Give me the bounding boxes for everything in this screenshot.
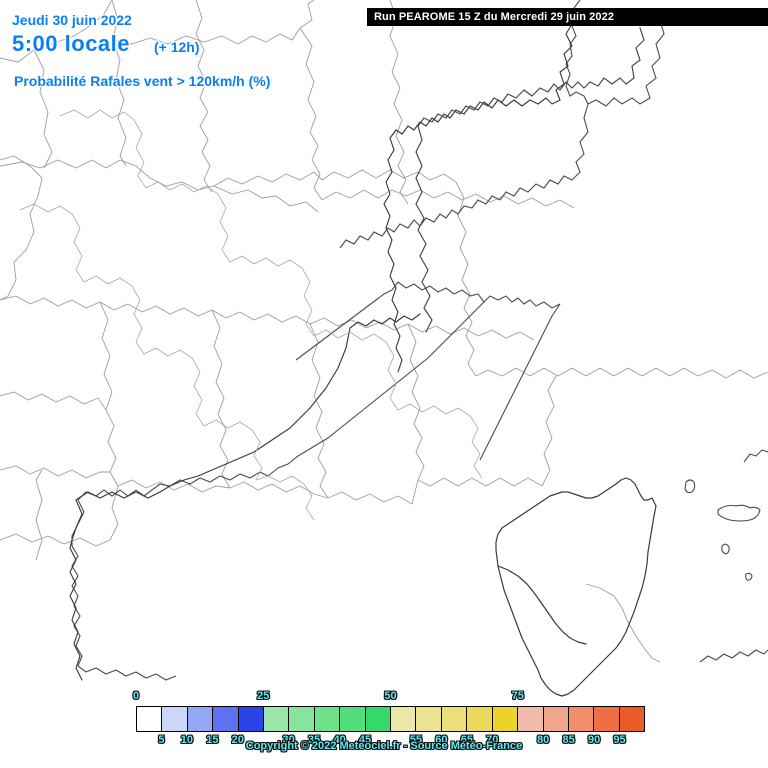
legend-swatch-40-45 <box>340 707 366 731</box>
legend-swatch-35-40 <box>314 707 341 731</box>
legend-swatch-75-80 <box>518 707 544 731</box>
forecast-date-label: Jeudi 30 juin 2022 <box>12 12 132 29</box>
legend-tick-10: 10 <box>180 734 194 746</box>
legend-minor-ticks: 5 10 15 20 30 35 40 45 55 60 65 70 80 85 90 95 <box>136 734 645 748</box>
legend-tick-85: 85 <box>562 734 575 746</box>
legend-swatch-90-95 <box>594 707 620 731</box>
corsica-outline <box>495 477 657 697</box>
legend-tick-20: 20 <box>231 734 244 746</box>
legend-tick-50: 50 <box>384 690 397 702</box>
legend-tick-15: 15 <box>206 734 219 746</box>
legend-tick-40: 40 <box>333 734 346 746</box>
legend-swatch-15-20 <box>213 707 239 731</box>
islands-and-italian-coast <box>684 449 768 663</box>
legend-swatch-45-50 <box>365 707 392 731</box>
legend-tick-90: 90 <box>587 734 601 746</box>
coastline-and-borders <box>69 9 573 681</box>
country-borders <box>71 0 665 681</box>
legend-swatch-65-70 <box>467 707 493 731</box>
legend-swatch-30-35 <box>289 707 315 731</box>
parameter-title: Probabilité Rafales vent > 120km/h (%) <box>14 73 271 90</box>
legend-tick-0: 0 <box>132 690 140 702</box>
legend-tick-55: 55 <box>409 734 423 746</box>
legend-tick-5: 5 <box>158 734 165 746</box>
legend-swatch-80-85 <box>543 707 569 731</box>
legend-swatch-95-100 <box>619 707 645 731</box>
legend-swatch-20-25 <box>238 707 265 731</box>
legend-tick-80: 80 <box>537 734 550 746</box>
run-info-banner: Run PEAROME 15 Z du Mercredi 29 juin 202… <box>367 8 768 26</box>
department-network-overlay <box>19 109 483 521</box>
legend-tick-35: 35 <box>308 734 321 746</box>
department-boundaries <box>0 0 768 663</box>
legend-swatch-10-15 <box>187 707 214 731</box>
legend-color-bar[interactable] <box>136 706 645 732</box>
legend-tick-65: 65 <box>460 734 473 746</box>
copyright-notice: Copyright © 2022 Meteociel.fr - Source M… <box>245 740 523 752</box>
legend-tick-45: 45 <box>358 734 372 746</box>
legend-tick-95: 95 <box>613 734 626 746</box>
legend-swatch-70-75 <box>492 707 519 731</box>
forecast-lead-time-label: (+ 12h) <box>154 39 200 56</box>
forecast-time-label: 5:00 locale <box>12 31 131 57</box>
legend-tick-70: 70 <box>486 734 499 746</box>
legend-swatch-25-30 <box>264 707 290 731</box>
legend-swatch-85-90 <box>568 707 595 731</box>
legend-tick-25: 25 <box>257 690 270 702</box>
legend-major-ticks: 0 25 50 75 <box>132 690 645 704</box>
legend-tick-30: 30 <box>282 734 295 746</box>
legend-tick-60: 60 <box>435 734 448 746</box>
legend-swatch-5-10 <box>162 707 188 731</box>
legend-swatch-0-5 <box>137 707 163 731</box>
legend-swatch-50-55 <box>391 707 417 731</box>
france-southeast-outline <box>415 27 645 333</box>
legend-tick-75: 75 <box>511 690 524 702</box>
color-scale-legend: 0 25 50 75 5 10 15 20 30 35 40 45 55 60 65 70 80 85 90 95 <box>132 690 645 750</box>
legend-swatch-55-60 <box>416 707 442 731</box>
legend-swatch-60-65 <box>441 707 468 731</box>
